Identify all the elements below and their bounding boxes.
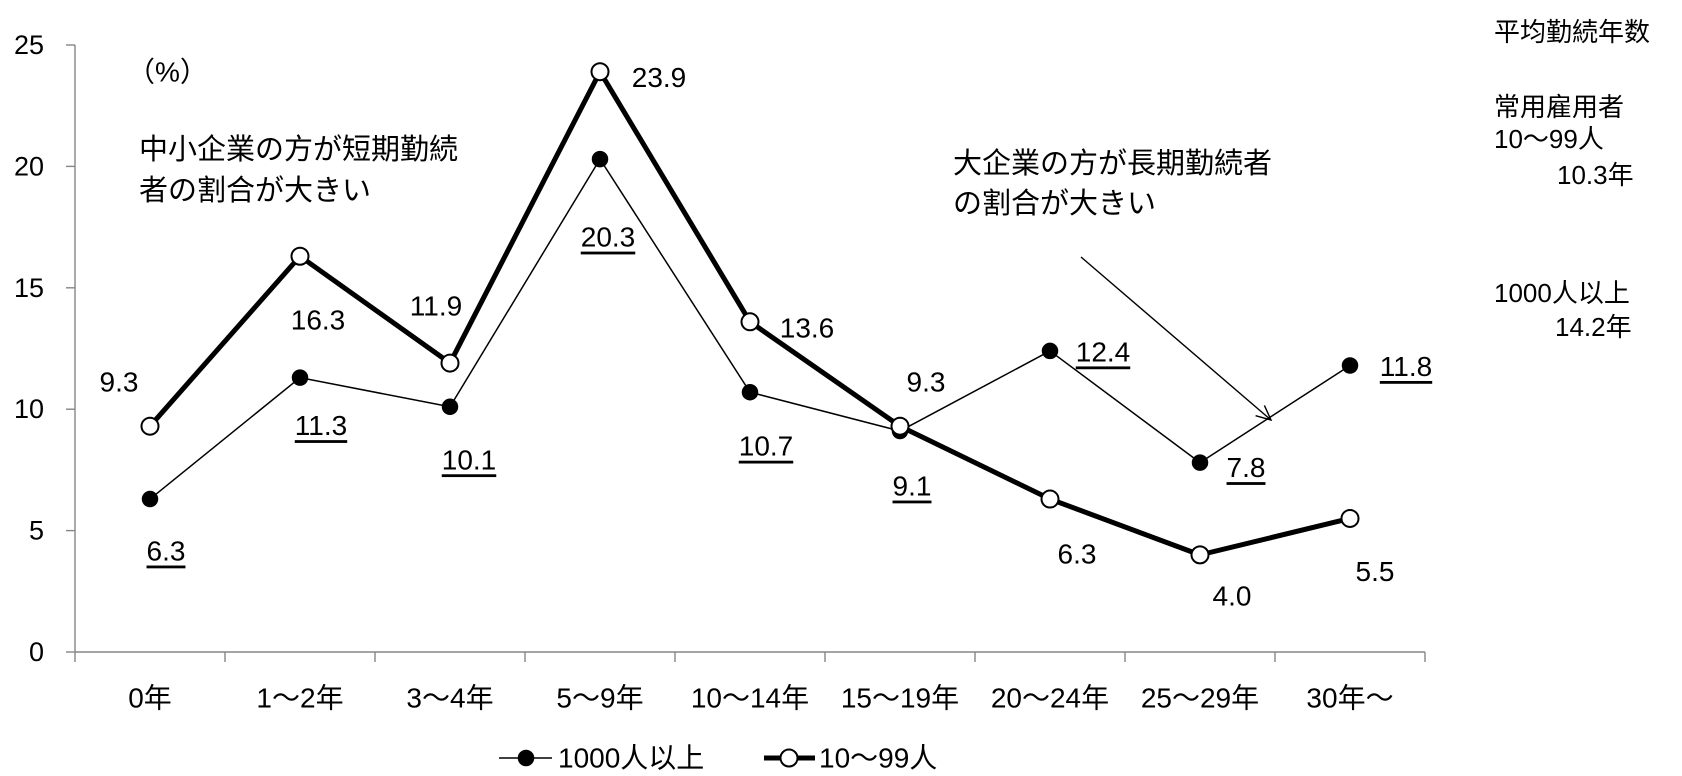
side-note-subtitle: 常用雇用者 bbox=[1494, 92, 1624, 122]
y-unit-label: （%） bbox=[127, 57, 208, 88]
side-note-title: 平均勤続年数 bbox=[1494, 17, 1650, 47]
annotation-small-firms: 中小企業の方が短期勤続 者の割合が大きい bbox=[139, 133, 458, 207]
plot-area: 6.3 11.3 10.1 20.3 10.7 9.1 12.4 7.8 11.8 9.3 16.3… bbox=[100, 62, 1433, 611]
y-tick-label: 20 bbox=[14, 151, 44, 181]
legend-item: 1000人以上 bbox=[499, 743, 704, 774]
side-note-value: 14.2年 bbox=[1555, 312, 1632, 342]
x-tick-label: 5～9年 bbox=[556, 683, 643, 714]
data-label: 9.1 bbox=[893, 471, 932, 502]
data-point bbox=[440, 353, 460, 373]
y-tick-label: 25 bbox=[14, 30, 44, 60]
data-point bbox=[1191, 454, 1209, 471]
x-axis-ticks: 0年 1～2年 3～4年 5～9年 10～14年 15～19年 20～24年 25～29年 30… bbox=[74, 652, 1426, 714]
arrow-shaft bbox=[1080, 256, 1272, 421]
data-label: 5.5 bbox=[1356, 556, 1395, 587]
legend-marker-open-circle-icon bbox=[779, 748, 799, 768]
x-tick-label: 30年～ bbox=[1306, 683, 1393, 714]
data-point bbox=[1341, 357, 1359, 374]
legend-label: 1000人以上 bbox=[558, 743, 704, 774]
data-point bbox=[441, 398, 459, 416]
legend-label: 10～99人 bbox=[819, 743, 937, 774]
data-label: 10.7 bbox=[739, 431, 794, 462]
y-axis-ticks: 0 5 10 15 20 25 bbox=[14, 30, 75, 667]
side-note-group: 1000人以上 bbox=[1494, 278, 1630, 308]
x-tick-label: 1～2年 bbox=[256, 683, 343, 714]
x-tick-label: 20～24年 bbox=[991, 683, 1109, 714]
data-label: 12.4 bbox=[1076, 336, 1131, 367]
data-label: 11.8 bbox=[1380, 351, 1432, 382]
data-label: 23.9 bbox=[632, 62, 687, 93]
data-label: 11.3 bbox=[295, 410, 347, 441]
x-tick-label: 3～4年 bbox=[406, 683, 493, 714]
x-tick-label: 25～29年 bbox=[1141, 683, 1259, 714]
x-tick-label: 15～19年 bbox=[841, 683, 959, 714]
data-label: 4.0 bbox=[1213, 580, 1252, 611]
data-label: 7.8 bbox=[1227, 452, 1266, 483]
data-point bbox=[291, 369, 309, 386]
side-note: 平均勤続年数 常用雇用者 10～99人 10.3年 1000人以上 14.2年 bbox=[1494, 17, 1650, 342]
annotation-line: の割合が大きい bbox=[953, 187, 1156, 220]
y-tick-label: 5 bbox=[29, 516, 44, 546]
data-label: 9.3 bbox=[907, 367, 946, 398]
data-label: 16.3 bbox=[291, 305, 346, 336]
data-point bbox=[290, 246, 310, 266]
data-label: 11.9 bbox=[410, 291, 462, 322]
data-point bbox=[141, 490, 159, 508]
data-label: 20.3 bbox=[581, 222, 636, 253]
legend-marker-filled-circle-icon bbox=[517, 749, 535, 767]
y-tick-label: 15 bbox=[14, 273, 44, 303]
data-label: 6.3 bbox=[147, 536, 186, 567]
data-label: 10.1 bbox=[442, 444, 497, 475]
data-points bbox=[140, 62, 1360, 565]
data-point bbox=[741, 383, 759, 401]
data-point bbox=[591, 150, 609, 168]
data-point bbox=[1041, 342, 1059, 360]
data-point bbox=[890, 416, 910, 436]
data-point bbox=[1040, 489, 1060, 509]
legend: 1000人以上 10～99人 bbox=[499, 743, 937, 774]
data-point bbox=[740, 312, 760, 332]
data-point bbox=[140, 416, 160, 436]
y-tick-label: 10 bbox=[14, 394, 44, 424]
x-tick-label: 0年 bbox=[128, 683, 172, 714]
data-point bbox=[590, 62, 610, 82]
annotation-line: 大企業の方が長期勤続者 bbox=[953, 147, 1272, 180]
data-labels: 6.3 11.3 10.1 20.3 10.7 9.1 12.4 7.8 11.8 9.3 16.3… bbox=[100, 62, 1433, 611]
side-note-value: 10.3年 bbox=[1557, 160, 1634, 190]
annotation-arrow bbox=[1080, 256, 1273, 422]
x-tick-label: 10～14年 bbox=[691, 683, 809, 714]
data-label: 6.3 bbox=[1058, 539, 1097, 570]
data-point bbox=[1190, 545, 1210, 565]
annotation-line: 中小企業の方が短期勤続 bbox=[139, 133, 458, 166]
data-point bbox=[1340, 508, 1360, 528]
annotation-large-firms: 大企業の方が長期勤続者 の割合が大きい bbox=[953, 147, 1272, 220]
legend-item: 10～99人 bbox=[764, 743, 937, 774]
arrow-head-icon bbox=[1255, 405, 1273, 422]
data-label: 13.6 bbox=[780, 312, 835, 343]
annotation-line: 者の割合が大きい bbox=[139, 174, 371, 207]
data-label: 9.3 bbox=[100, 367, 139, 398]
side-note-group: 10～99人 bbox=[1494, 124, 1604, 154]
y-tick-label: 0 bbox=[29, 637, 44, 667]
